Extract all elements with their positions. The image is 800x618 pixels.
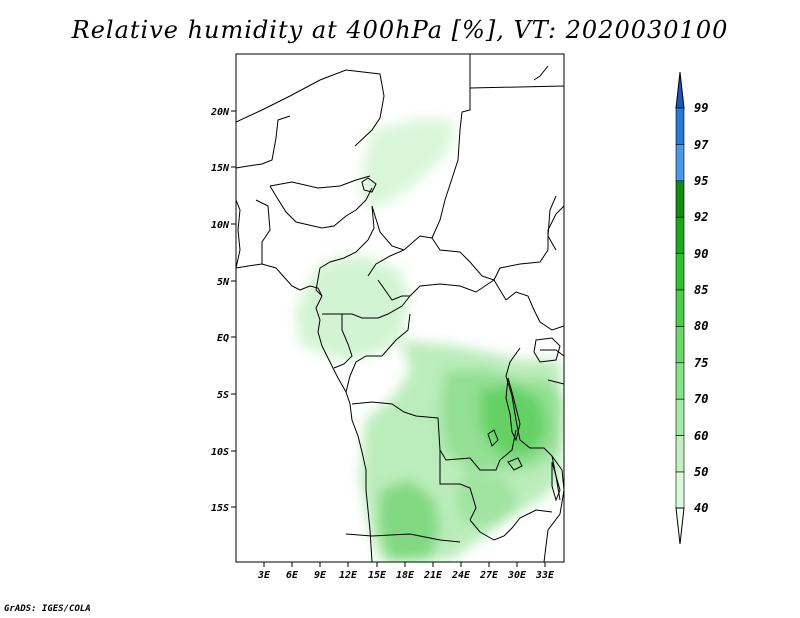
lat-label: 20N: [210, 107, 230, 118]
lat-axis: [231, 110, 236, 508]
colorbar-label: 85: [694, 283, 708, 297]
lake-tanganyika: [505, 377, 521, 442]
lake-chad: [361, 177, 377, 193]
lat-label: 5S: [217, 390, 229, 401]
lat-label: EQ: [217, 333, 229, 344]
lon-label: 9E: [314, 570, 327, 581]
colorbar-label: 50: [694, 465, 708, 479]
border-algeria-libya: [236, 69, 385, 147]
humidity-area-westcentral: [295, 255, 410, 360]
border-niger-chad: [236, 115, 371, 189]
lat-label: 15N: [211, 163, 230, 174]
colorbar-segment: [675, 144, 685, 182]
colorbar-segment: [675, 253, 685, 291]
colorbar-label: 90: [694, 247, 708, 261]
lon-label: 27E: [479, 570, 499, 581]
colorbar-segment: [675, 180, 685, 218]
lon-label: 6E: [286, 570, 299, 581]
lon-label: 33E: [535, 570, 555, 581]
border-gabon: [322, 313, 353, 369]
border-congo-drc: [342, 295, 411, 393]
lat-label: 10S: [211, 447, 229, 458]
lon-label: 24E: [451, 570, 471, 581]
border-cameroon: [315, 205, 405, 297]
map-frame: [235, 53, 565, 563]
lake-malawi: [551, 461, 561, 502]
lon-label: 30E: [507, 570, 527, 581]
border-libya-egypt: [444, 54, 471, 201]
colorbar-segment: [675, 216, 685, 254]
colorbar-segment: [675, 326, 685, 364]
border-zambia-south: [469, 509, 553, 541]
colorbar-segment: [675, 107, 685, 145]
lon-labels: 3E 6E 9E 12E 15E 18E 21E 24E 27E 30E 33E: [257, 570, 555, 581]
colorbar-segment: [675, 471, 685, 509]
lake-kariba: [507, 457, 523, 471]
map-title: Relative humidity at 400hPa [%], VT: 202…: [71, 16, 729, 44]
lake-mweru: [487, 429, 499, 447]
border-drc-south: [351, 401, 517, 471]
grads-credit: GrADS: IGES/COLA: [4, 604, 91, 614]
coastline-central-africa: [315, 295, 373, 562]
colorbar-segment: [675, 507, 685, 545]
border-namibia: [345, 533, 461, 543]
border-nigeria: [255, 185, 373, 264]
lon-label: 3E: [257, 570, 271, 581]
border-great-lakes: [505, 347, 561, 501]
colorbar-label: 99: [694, 101, 708, 115]
border-chad-sudan: [431, 199, 495, 281]
humidity-shading: [295, 118, 564, 562]
border-kenya-tanzania: [540, 349, 564, 385]
colorbar-label: 95: [694, 174, 708, 188]
colorbar-label: 40: [694, 501, 708, 515]
lat-labels: 20N 15N 10N 5N EQ 5S 10S 15S: [210, 107, 230, 514]
border-egypt-sudan: [469, 85, 564, 89]
lon-label: 18E: [396, 570, 415, 581]
lon-label: 15E: [368, 570, 387, 581]
colorbar-segment: [675, 398, 685, 436]
colorbar-label: 92: [694, 210, 708, 224]
colorbar: 40 50 60 70 75 80 85 90 92 95 97 99: [675, 71, 709, 545]
colorbar-segment: [675, 362, 685, 400]
colorbar-label: 70: [694, 392, 708, 406]
humidity-area-sahel: [360, 118, 455, 210]
colorbar-label: 80: [694, 319, 708, 333]
lat-label: 10N: [211, 220, 230, 231]
border-mozambique: [543, 455, 564, 562]
border-east-africa: [493, 205, 564, 331]
coastline-west-africa: [236, 263, 323, 297]
lon-axis: [263, 562, 546, 567]
colorbar-label: 97: [694, 138, 709, 152]
colorbar-segment: [675, 71, 685, 109]
humidity-area-south-core: [378, 480, 440, 562]
border-car: [367, 235, 495, 301]
nile-red-sea-coast: [533, 65, 557, 251]
humidity-area-southeast: [455, 470, 520, 530]
colorbar-label: 60: [694, 429, 708, 443]
lon-label: 21E: [423, 570, 443, 581]
lake-victoria: [533, 337, 561, 363]
coast-west: [236, 199, 241, 269]
country-borders: [236, 54, 564, 562]
colorbar-segment: [675, 435, 685, 473]
lon-label: 12E: [339, 570, 358, 581]
lat-label: 5N: [217, 277, 230, 288]
colorbar-label: 75: [694, 356, 708, 370]
border-angola-zambia: [439, 450, 477, 521]
colorbar-segment: [675, 289, 685, 327]
lat-label: 15S: [211, 503, 229, 514]
